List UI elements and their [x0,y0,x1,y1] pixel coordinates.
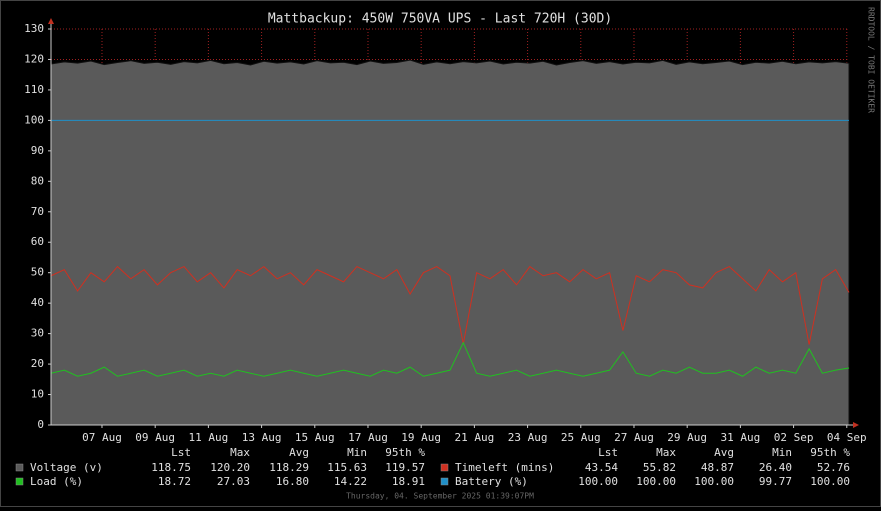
y-tick-label: 110 [24,83,44,96]
x-tick-label: 13 Aug [242,431,282,444]
legend-swatch [15,477,24,486]
x-tick-label: 19 Aug [401,431,441,444]
legend-column-header: Avg [289,446,309,459]
y-tick-label: 120 [24,52,44,65]
series [50,59,850,426]
x-tick-label: 29 Aug [667,431,707,444]
legend-stat: 18.91 [392,475,425,488]
legend-stat: 14.22 [334,475,367,488]
x-tick-label: 02 Sep [774,431,814,444]
x-tick-label: 17 Aug [348,431,388,444]
x-tick-label: 27 Aug [614,431,654,444]
y-tick-label: 90 [31,144,44,157]
line [50,341,850,377]
legend-column-header: Lst [171,446,191,459]
legend-column-header: Avg [714,446,734,459]
legend-stat: 43.54 [585,461,618,474]
chart-title: Mattbackup: 450W 750VA UPS - Last 720H (… [268,12,612,27]
y-arrow [48,18,54,24]
y-tick-label: 80 [31,174,44,187]
legend-stat: 52.76 [817,461,850,474]
legend-stat: 48.87 [701,461,734,474]
legend-swatch [15,463,24,472]
y-tick-label: 20 [31,357,44,370]
x-tick-label: 25 Aug [561,431,601,444]
legend-column-header: 95th % [810,446,850,459]
legend-stat: 100.00 [636,475,676,488]
legend-stat: 100.00 [578,475,618,488]
legend-swatch [440,463,449,472]
y-tick-label: 50 [31,266,44,279]
legend-label: Load (%) [30,475,83,488]
labels: 0 10 20 30 40 50 60 70 80 90 100 110 120 130 07 Aug 09 … [15,22,867,488]
legend-column-header: Min [772,446,792,459]
footer: Thursday, 04. September 2025 01:39:07PM [346,492,534,501]
x-tick-label: 21 Aug [455,431,495,444]
legend-stat: 118.75 [151,461,191,474]
y-tick-label: 30 [31,327,44,340]
y-tick-label: 70 [31,205,44,218]
legend-stat: 120.20 [210,461,250,474]
legend-column-header: Max [656,446,676,459]
legend-stat: 119.57 [385,461,425,474]
legend-column-header: Min [347,446,367,459]
legend-column-header: Max [230,446,250,459]
y-tick-label: 100 [24,113,44,126]
legend-label: Battery (%) [455,475,528,488]
x-tick-label: 23 Aug [508,431,548,444]
x-arrow [853,422,859,428]
x-tick-label: 07 Aug [82,431,122,444]
legend-stat: 26.40 [759,461,792,474]
legend-stat: 55.82 [643,461,676,474]
area [50,59,850,426]
y-tick-label: 130 [24,22,44,35]
legend-label: Voltage (v) [30,461,103,474]
legend-stat: 18.72 [158,475,191,488]
x-tick-label: 31 Aug [721,431,761,444]
legend-column-header: 95th % [385,446,425,459]
legend-stat: 100.00 [810,475,850,488]
legend-stat: 16.80 [276,475,309,488]
legend-stat: 99.77 [759,475,792,488]
legend-column-header: Lst [598,446,618,459]
x-tick-label: 09 Aug [135,431,175,444]
legend-stat: 27.03 [217,475,250,488]
x-tick-label: 11 Aug [189,431,229,444]
line [50,265,850,345]
y-tick-label: 60 [31,235,44,248]
legend-stat: 115.63 [327,461,367,474]
y-tick-label: 0 [37,418,44,431]
y-tick-label: 10 [31,388,44,401]
legend-swatch [440,477,449,486]
legend-stat: 100.00 [694,475,734,488]
side-label: RRDTOOL / TOBI OETIKER [867,7,876,113]
x-tick-label: 15 Aug [295,431,335,444]
x-tick-label: 04 Sep [827,431,867,444]
legend-stat: 118.29 [269,461,309,474]
legend-label: Timeleft (mins) [455,461,554,474]
y-tick-label: 40 [31,296,44,309]
